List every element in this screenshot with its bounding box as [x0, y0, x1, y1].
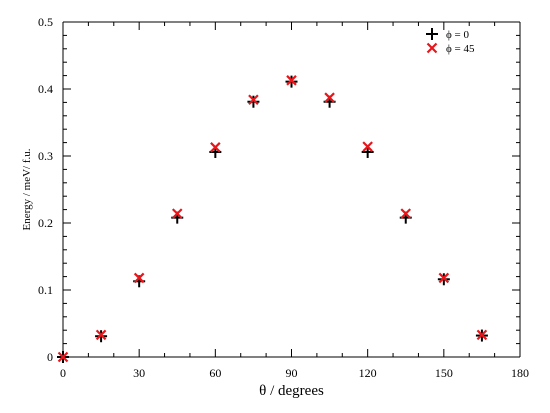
data-point — [57, 351, 69, 363]
data-point — [247, 95, 260, 108]
x-tick-label: 90 — [286, 366, 298, 380]
legend-marker — [426, 28, 438, 40]
axes — [62, 21, 521, 358]
x-tick-label: 150 — [435, 366, 453, 380]
data-point — [133, 272, 145, 284]
tick-labels: 0 30 60 90 120 150 180 0 0.1 0.2 0.3 0.4 0.5 — [38, 15, 529, 380]
series-1 — [57, 75, 488, 363]
data-points — [57, 75, 488, 363]
data-point — [95, 329, 107, 341]
ticks — [62, 21, 521, 358]
data-point — [286, 75, 297, 86]
data-point — [171, 208, 183, 219]
x-tick-label: 60 — [209, 366, 221, 380]
data-point — [400, 208, 412, 219]
series-2 — [57, 75, 488, 363]
y-tick-label: 0.2 — [38, 216, 53, 230]
legend-label: ϕ = 45 — [446, 43, 475, 55]
y-tick-label: 0.4 — [38, 82, 53, 96]
y-axis-label: Energy / meV/ f.u. — [21, 148, 33, 230]
data-point — [324, 92, 335, 103]
y-tick-label: 0 — [47, 350, 53, 364]
x-tick-label: 30 — [133, 366, 145, 380]
data-point — [210, 142, 221, 153]
data-point — [248, 94, 259, 105]
x-tick-label: 0 — [60, 366, 66, 380]
x-axis-label: θ / degrees — [259, 383, 324, 399]
data-point — [476, 329, 488, 341]
x-tick-label: 120 — [359, 366, 377, 380]
x-tick-label: 180 — [511, 366, 529, 380]
legend-label: ϕ = 0 — [446, 29, 469, 41]
data-point — [362, 141, 373, 152]
legend-marker — [426, 42, 438, 54]
data-point — [438, 272, 450, 284]
y-tick-label: 0.1 — [38, 283, 53, 297]
y-tick-label: 0.3 — [38, 149, 53, 163]
legend: ϕ = 0 ϕ = 45 — [426, 28, 475, 55]
y-tick-label: 0.5 — [38, 15, 53, 29]
